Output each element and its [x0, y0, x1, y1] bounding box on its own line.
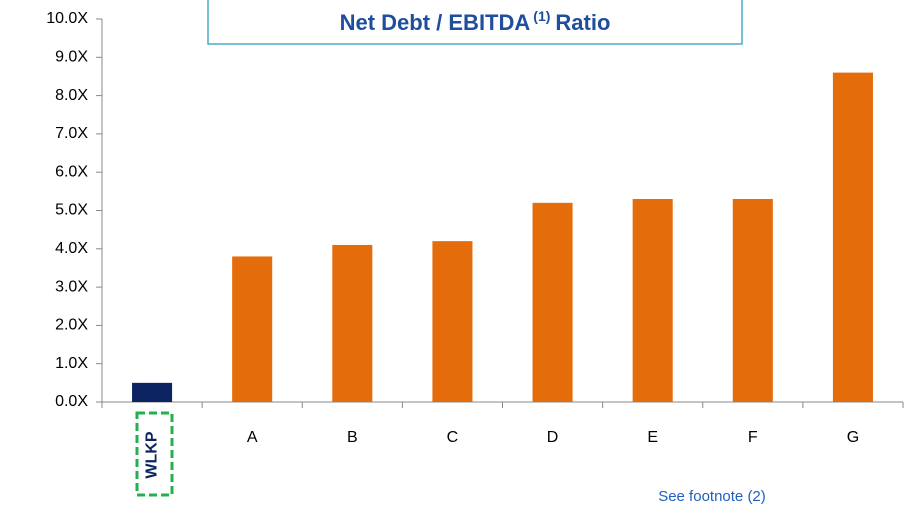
highlight-box	[135, 411, 174, 497]
chart-title: Net Debt / EBITDA (1) Ratio	[340, 8, 611, 35]
y-tick-label: 1.0X	[55, 355, 88, 372]
y-tick-label: 6.0X	[55, 163, 88, 180]
y-tick-label: 4.0X	[55, 240, 88, 257]
y-tick-label: 10.0X	[46, 10, 88, 27]
title-box	[207, 0, 743, 45]
x-tick-label: E	[647, 429, 658, 446]
bar	[232, 256, 273, 402]
footnote: See footnote (2)	[658, 488, 766, 505]
x-tick-label: WLKP	[143, 431, 160, 478]
y-tick-label: 9.0X	[55, 49, 88, 66]
x-tick-label: G	[847, 429, 859, 446]
bar	[732, 199, 773, 402]
x-tick-label: C	[447, 429, 459, 446]
y-tick-label: 0.0X	[55, 393, 88, 410]
x-tick-label: D	[547, 429, 559, 446]
title-main: Net Debt / EBITDA	[340, 10, 531, 35]
y-tick-label: 7.0X	[55, 125, 88, 142]
y-tick-label: 8.0X	[55, 87, 88, 104]
bar	[832, 72, 873, 403]
bar	[432, 241, 473, 402]
x-tick-label: F	[748, 429, 758, 446]
bar	[332, 244, 373, 402]
bar	[632, 199, 673, 402]
y-tick-label: 2.0X	[55, 317, 88, 334]
y-tick-label: 5.0X	[55, 202, 88, 219]
title-end: Ratio	[555, 10, 610, 35]
bar	[532, 202, 573, 402]
bar	[132, 382, 173, 402]
x-tick-label: B	[347, 429, 358, 446]
title-superscript: (1)	[533, 8, 550, 24]
x-tick-label: A	[247, 429, 258, 446]
y-tick-label: 3.0X	[55, 278, 88, 295]
